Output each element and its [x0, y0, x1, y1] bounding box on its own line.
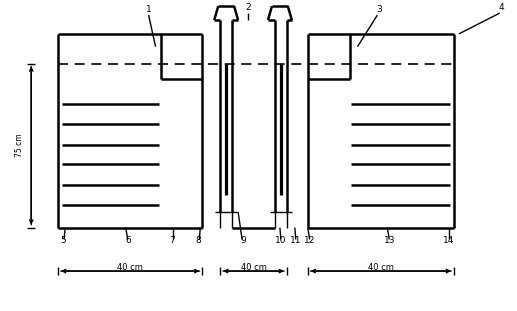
Text: 14: 14 — [443, 236, 454, 245]
Text: 12: 12 — [304, 236, 315, 245]
Text: 2: 2 — [245, 3, 251, 12]
Text: 5: 5 — [60, 236, 66, 245]
Text: 75 cm: 75 cm — [15, 134, 24, 157]
Text: 1: 1 — [146, 5, 151, 14]
Text: 11: 11 — [290, 236, 301, 245]
Text: 3: 3 — [376, 5, 382, 14]
Text: 13: 13 — [384, 236, 395, 245]
Text: 4: 4 — [499, 3, 505, 12]
Text: 10: 10 — [275, 236, 286, 245]
Text: 40 cm: 40 cm — [368, 263, 394, 272]
Text: 40 cm: 40 cm — [240, 263, 266, 272]
Text: 7: 7 — [170, 236, 175, 245]
Text: 40 cm: 40 cm — [117, 263, 143, 272]
Text: 6: 6 — [126, 236, 131, 245]
Text: 9: 9 — [240, 236, 246, 245]
Text: 8: 8 — [195, 236, 201, 245]
